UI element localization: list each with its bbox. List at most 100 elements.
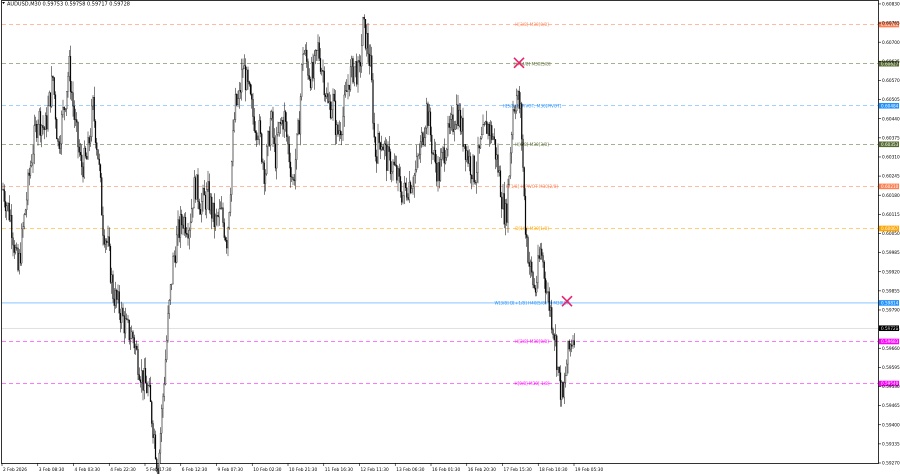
candle <box>364 19 367 51</box>
candle <box>41 124 43 148</box>
candle <box>248 80 250 87</box>
candle <box>507 178 509 233</box>
candle <box>176 225 178 264</box>
candle <box>556 334 558 377</box>
candle <box>82 162 84 183</box>
candle <box>392 159 394 181</box>
candle <box>484 120 487 125</box>
candle <box>246 66 248 91</box>
candle <box>354 61 357 78</box>
candle <box>28 167 30 186</box>
candle <box>528 251 530 275</box>
price-tick-label: 0.60440 <box>882 116 900 122</box>
level-price-tag <box>879 380 899 387</box>
level-price-tag <box>879 21 899 28</box>
candle <box>298 111 300 135</box>
time-tick-label: 16 Feb 01:30 <box>432 467 460 473</box>
candle <box>341 131 343 146</box>
candle <box>238 81 240 109</box>
signal-cross-icon <box>513 57 525 69</box>
candle <box>419 135 422 163</box>
candle <box>197 168 199 209</box>
candle <box>131 325 133 340</box>
candle <box>518 86 520 114</box>
candle <box>174 246 177 268</box>
candle <box>69 45 72 100</box>
candle <box>46 107 48 138</box>
candle <box>428 104 430 126</box>
price-tick-label: 0.59270 <box>882 461 900 467</box>
candle <box>243 54 245 69</box>
candle <box>128 319 130 345</box>
candle <box>542 252 544 268</box>
candle <box>208 173 210 214</box>
candle <box>74 108 77 127</box>
candle <box>426 97 428 135</box>
candle <box>473 155 475 185</box>
candle <box>469 152 472 184</box>
candle <box>304 44 307 57</box>
price-tick-label: 0.60830 <box>882 2 900 8</box>
candle <box>566 359 568 376</box>
candle <box>554 324 557 347</box>
candle <box>547 282 549 303</box>
candle <box>108 227 110 251</box>
candle <box>423 127 425 147</box>
time-tick-label: 17 Feb 15:30 <box>504 467 532 473</box>
candle <box>162 393 164 418</box>
current-price-label: 0.59728 <box>881 326 899 331</box>
candle <box>274 135 277 172</box>
candle <box>168 299 170 319</box>
candle <box>367 22 369 63</box>
level-label: H[2/8] M30[0/8] <box>515 339 549 344</box>
candle <box>122 303 124 317</box>
candle <box>64 108 67 113</box>
collapse-triangle-icon[interactable] <box>2 2 5 4</box>
candle <box>463 144 465 149</box>
candle <box>237 90 239 108</box>
candle <box>101 172 103 216</box>
candle <box>47 95 49 132</box>
candle <box>283 102 285 138</box>
candle <box>12 232 14 257</box>
candle <box>104 238 107 254</box>
candle <box>373 112 375 143</box>
candle <box>451 106 453 131</box>
price-tick-label: 0.60700 <box>882 40 900 46</box>
time-tick-label: 11 Feb 16:30 <box>325 467 353 473</box>
candle <box>286 112 288 142</box>
candle <box>49 92 52 113</box>
candle <box>112 270 114 303</box>
candle <box>307 58 309 80</box>
candle <box>83 140 85 179</box>
candle <box>561 380 563 407</box>
candle <box>386 139 388 182</box>
candle <box>536 275 538 297</box>
candle <box>239 82 242 99</box>
candle <box>256 130 258 147</box>
candle <box>441 148 443 167</box>
candle <box>109 243 112 285</box>
candle <box>573 333 575 348</box>
candle <box>221 196 223 210</box>
candle <box>253 107 255 133</box>
candle <box>279 118 282 134</box>
candle <box>106 238 108 250</box>
candle <box>78 139 80 157</box>
time-tick-label: 16 Feb 20:30 <box>468 467 496 473</box>
candle <box>252 92 254 125</box>
candle <box>293 174 295 186</box>
candle <box>9 209 12 223</box>
price-tick-label: 0.60635 <box>882 59 900 65</box>
candle <box>409 180 412 195</box>
candle <box>449 112 452 134</box>
candle <box>546 280 548 295</box>
candle <box>6 202 8 221</box>
candle <box>72 81 74 117</box>
level-price-tag <box>879 300 899 306</box>
candle <box>317 34 319 62</box>
candle <box>482 114 484 135</box>
candle <box>496 147 498 168</box>
candle <box>119 308 122 333</box>
candle <box>249 82 252 96</box>
